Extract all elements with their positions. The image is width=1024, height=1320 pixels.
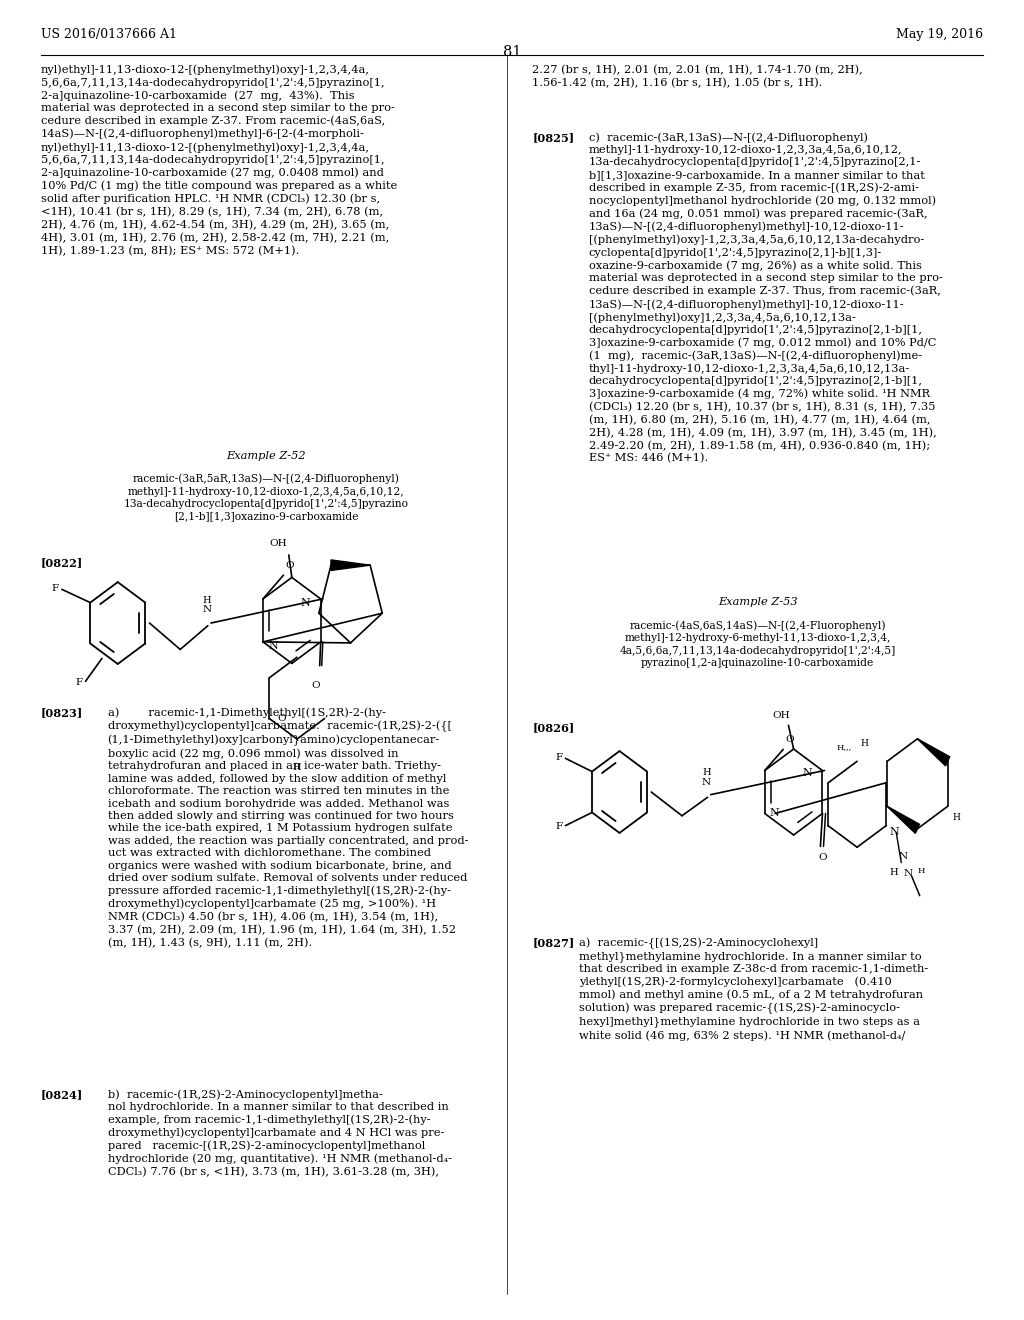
Text: 2.27 (br s, 1H), 2.01 (m, 2.01 (m, 1H), 1.74-1.70 (m, 2H),
1.56-1.42 (m, 2H), 1.: 2.27 (br s, 1H), 2.01 (m, 2.01 (m, 1H), … xyxy=(532,65,863,88)
Text: O: O xyxy=(311,681,319,690)
Text: F: F xyxy=(51,583,58,593)
Text: [0825]: [0825] xyxy=(532,132,574,143)
Text: N: N xyxy=(903,870,912,878)
Polygon shape xyxy=(331,560,370,570)
Text: O: O xyxy=(278,714,287,723)
Text: N: N xyxy=(203,605,211,614)
Text: c)  racemic-(3aR,13aS)—N-[(2,4-Difluorophenyl)
methyl]-11-hydroxy-10,12-dioxo-1,: c) racemic-(3aR,13aS)—N-[(2,4-Difluoroph… xyxy=(589,132,943,463)
Text: H: H xyxy=(293,763,301,772)
Text: [0827]: [0827] xyxy=(532,937,574,948)
Text: H: H xyxy=(952,813,961,822)
Text: F: F xyxy=(555,752,562,762)
Text: 81: 81 xyxy=(503,45,521,59)
Text: nyl)ethyl]-11,13-dioxo-12-[(phenylmethyl)oxy]-1,2,3,4,4a,
5,6,6a,7,11,13,14a-dod: nyl)ethyl]-11,13-dioxo-12-[(phenylmethyl… xyxy=(41,65,397,256)
Text: N: N xyxy=(803,768,812,779)
Text: Example Z-53: Example Z-53 xyxy=(718,597,798,607)
Text: [0824]: [0824] xyxy=(41,1089,83,1100)
Text: a)        racemic-1,1-Dimethylethyl[(1S,2R)-2-(hy-
droxymethyl)cyclopentyl]carba: a) racemic-1,1-Dimethylethyl[(1S,2R)-2-(… xyxy=(108,708,468,948)
Text: H: H xyxy=(702,768,711,777)
Text: N: N xyxy=(301,598,310,609)
Text: [0823]: [0823] xyxy=(41,708,83,718)
Text: [0826]: [0826] xyxy=(532,722,574,733)
Text: racemic-(3aR,5aR,13aS)—N-[(2,4-Difluorophenyl)
methyl]-11-hydroxy-10,12-dioxo-1,: racemic-(3aR,5aR,13aS)—N-[(2,4-Difluorop… xyxy=(124,474,409,521)
Text: N: N xyxy=(889,828,899,837)
Polygon shape xyxy=(918,739,949,766)
Text: H: H xyxy=(203,595,211,605)
Text: N: N xyxy=(898,853,907,861)
Text: b)  racemic-(1R,2S)-2-Aminocyclopentyl]metha-
nol hydrochloride. In a manner sim: b) racemic-(1R,2S)-2-Aminocyclopentyl]me… xyxy=(108,1089,452,1177)
Text: H: H xyxy=(860,739,868,748)
Text: O: O xyxy=(286,561,294,570)
Text: N: N xyxy=(702,777,711,787)
Text: OH: OH xyxy=(269,540,288,548)
Text: N: N xyxy=(770,808,779,818)
Text: May 19, 2016: May 19, 2016 xyxy=(896,28,983,41)
Text: O: O xyxy=(818,853,826,862)
Text: US 2016/0137666 A1: US 2016/0137666 A1 xyxy=(41,28,177,41)
Text: H: H xyxy=(889,869,898,876)
Text: H,,,: H,,, xyxy=(837,743,852,751)
Text: [0822]: [0822] xyxy=(41,557,83,568)
Text: N: N xyxy=(268,640,278,651)
Text: racemic-(4aS,6aS,14aS)—N-[(2,4-Fluorophenyl)
methyl]-12-hydroxy-6-methyl-11,13-d: racemic-(4aS,6aS,14aS)—N-[(2,4-Fluorophe… xyxy=(620,620,896,668)
Text: O: O xyxy=(785,735,794,744)
Polygon shape xyxy=(887,807,920,833)
Text: OH: OH xyxy=(772,711,791,719)
Text: a)  racemic-{[(1S,2S)-2-Aminocyclohexyl]
methyl}methylamine hydrochloride. In a : a) racemic-{[(1S,2S)-2-Aminocyclohexyl] … xyxy=(579,937,928,1040)
Text: Example Z-52: Example Z-52 xyxy=(226,451,306,462)
Text: F: F xyxy=(76,678,82,688)
Text: F: F xyxy=(555,822,562,832)
Text: H: H xyxy=(918,867,925,875)
